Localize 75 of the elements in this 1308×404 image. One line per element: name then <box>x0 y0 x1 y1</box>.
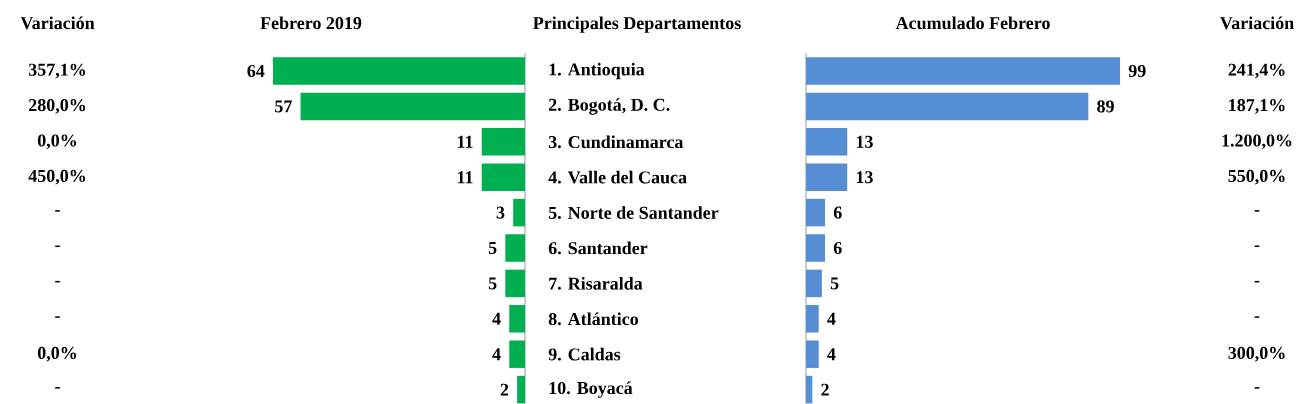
bar <box>481 163 526 191</box>
chart-title: Febrero 2019 <box>260 16 362 30</box>
text: 450,0% <box>28 169 86 185</box>
data-label: 57 <box>275 100 292 113</box>
bar <box>505 269 526 298</box>
data-label: 5 <box>830 277 839 290</box>
text: - <box>55 280 60 283</box>
text: 357,1% <box>28 63 86 79</box>
text: 241,4% <box>1228 63 1285 79</box>
bar <box>300 92 526 121</box>
text: - <box>1254 210 1260 212</box>
bar <box>806 128 848 156</box>
y-tick-label: 10. Boyacá <box>549 381 633 398</box>
text: Variación <box>1220 16 1294 30</box>
text: - <box>1254 316 1260 318</box>
y-tick-label: 2. Bogotá, D. C. <box>548 98 670 115</box>
y-tick-label: 6. Santander <box>548 241 648 255</box>
data-label: 13 <box>856 135 873 148</box>
data-label: 6 <box>833 206 842 219</box>
data-label: 89 <box>1097 100 1114 113</box>
text: 1.200,0% <box>1222 134 1292 150</box>
y-tick-label: 5. Norte de Santander <box>548 206 719 219</box>
data-label: 4 <box>827 348 836 361</box>
chart-title: Acumulado Febrero <box>895 16 1050 30</box>
y-tick-label: 3. Cundinamarca <box>548 135 684 149</box>
data-label: 64 <box>247 64 265 78</box>
bar <box>517 375 526 404</box>
bar <box>806 198 826 227</box>
bar <box>273 57 526 85</box>
data-label: 6 <box>833 241 842 255</box>
bar <box>806 57 1121 85</box>
y-tick-label: 7. Risaralda <box>549 277 643 290</box>
bar <box>806 92 1089 121</box>
data-label: 4 <box>492 348 501 361</box>
bar <box>806 375 813 404</box>
data-label: 13 <box>856 171 873 184</box>
text: - <box>55 316 60 318</box>
text: 0,0% <box>37 134 77 150</box>
text: 550,0% <box>1228 169 1285 185</box>
bar <box>806 269 822 298</box>
bar <box>513 198 526 227</box>
text: - <box>55 387 60 389</box>
text: 187,1% <box>1229 99 1285 114</box>
text: 0,0% <box>37 346 77 362</box>
data-label: 99 <box>1128 64 1146 78</box>
bar <box>509 340 526 368</box>
y-tick-label: 8. Atlántico <box>548 312 639 326</box>
data-label: 4 <box>492 312 501 325</box>
bar <box>806 234 826 262</box>
text: - <box>1254 280 1260 283</box>
bar <box>509 305 526 333</box>
text: Variación <box>20 16 95 30</box>
bar <box>806 340 819 368</box>
bar <box>481 128 526 156</box>
data-label: 5 <box>488 242 497 254</box>
data-label: 11 <box>457 135 473 148</box>
y-tick-label: 4. Valle del Cauca <box>548 170 687 184</box>
data-label: 4 <box>827 312 836 325</box>
text: 280,0% <box>29 99 86 114</box>
y-tick-label: 1. Antioquia <box>549 62 645 80</box>
text: - <box>55 245 60 248</box>
y-axis-title: Principales Departamentos <box>533 16 741 33</box>
data-label: 5 <box>488 277 497 290</box>
text: - <box>1254 245 1260 248</box>
bar <box>806 163 848 191</box>
text: 300,0% <box>1228 346 1285 362</box>
text: - <box>1254 387 1260 389</box>
data-label: 2 <box>821 383 829 396</box>
bar <box>806 305 819 333</box>
data-label: 3 <box>496 206 505 219</box>
data-label: 11 <box>457 171 473 184</box>
y-tick-label: 9. Caldas <box>548 347 621 361</box>
data-label: 2 <box>500 383 509 396</box>
bar <box>505 234 526 262</box>
text: - <box>55 210 60 212</box>
